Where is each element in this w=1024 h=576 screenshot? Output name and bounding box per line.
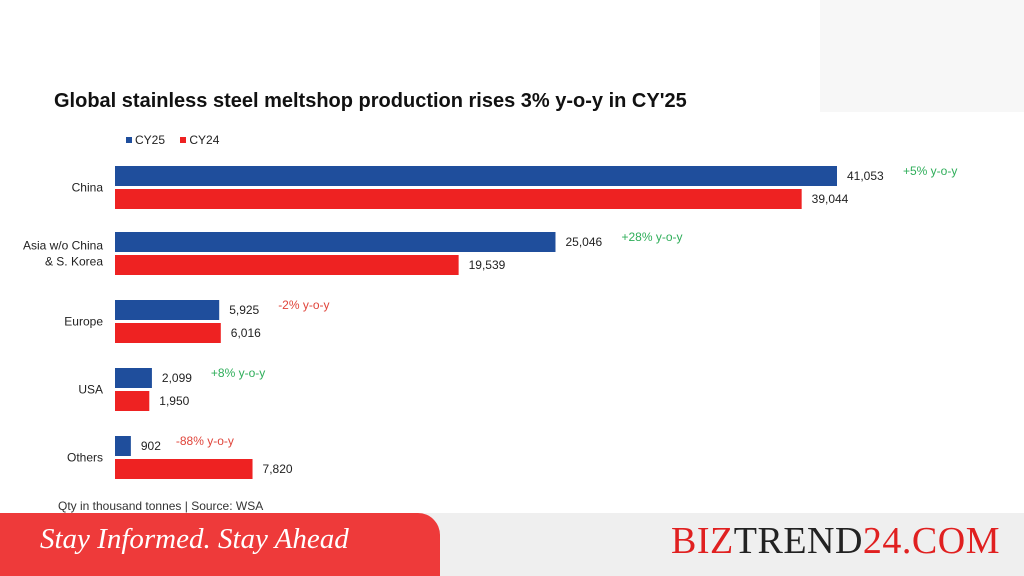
brand-logo[interactable]: BIZTREND24.COM	[671, 519, 1000, 563]
legend-item-cy24: CY24	[180, 133, 219, 147]
bar-cy25	[115, 300, 220, 320]
data-label: 19,539	[469, 258, 506, 272]
data-label: 25,046	[565, 235, 602, 249]
category-label: Europe	[64, 315, 103, 329]
chart-footnote: Qty in thousand tonnes | Source: WSA	[58, 499, 264, 513]
legend-label-cy25: CY25	[135, 133, 166, 147]
brand-part-trend: TREND	[733, 520, 863, 562]
data-label: 902	[141, 439, 161, 453]
data-label: 7,820	[263, 462, 293, 476]
top-right-panel	[820, 0, 1024, 112]
data-label: 39,044	[812, 192, 849, 206]
data-label: 1,950	[159, 394, 189, 408]
bar-cy24	[115, 391, 150, 411]
brand-part-24com: 24.COM	[862, 520, 1000, 562]
bar-cy24	[115, 459, 253, 479]
legend-swatch-cy24	[180, 137, 187, 143]
footer-bar: Stay Informed. Stay Ahead BIZTREND24.COM	[0, 513, 1024, 576]
data-label: 41,053	[847, 169, 884, 183]
bar-chart-plot: China 41,053 +5% y-o-y 39,044 Asia w/o China…	[23, 164, 957, 479]
category-label: Asia w/o China	[23, 239, 103, 253]
tagline-text: Stay Informed. Stay Ahead	[40, 523, 349, 555]
brand-part-biz: BIZ	[671, 520, 734, 562]
bar-cy24	[115, 323, 221, 343]
yoy-annotation: -2% y-o-y	[278, 298, 329, 312]
yoy-annotation: +8% y-o-y	[211, 366, 265, 380]
bar-cy24	[115, 189, 802, 209]
tagline-banner: Stay Informed. Stay Ahead	[0, 513, 440, 576]
bar-cy25	[115, 368, 152, 388]
chart-card: Global stainless steel meltshop producti…	[22, 0, 1024, 513]
data-label: 2,099	[162, 371, 192, 385]
chart-title: Global stainless steel meltshop producti…	[54, 90, 687, 112]
yoy-annotation: -88% y-o-y	[176, 434, 234, 448]
category-label: Others	[67, 451, 103, 465]
chart-legend: CY25 CY24	[126, 132, 231, 147]
category-label: & S. Korea	[45, 255, 103, 269]
bar-cy25	[115, 232, 556, 252]
yoy-annotation: +28% y-o-y	[621, 230, 682, 244]
category-label: China	[72, 181, 104, 195]
bar-cy25	[115, 166, 837, 186]
legend-label-cy24: CY24	[189, 133, 220, 147]
bar-cy24	[115, 255, 459, 275]
data-label: 5,925	[229, 303, 259, 317]
data-label: 6,016	[231, 326, 261, 340]
bar-cy25	[115, 436, 131, 456]
category-label: USA	[78, 383, 103, 397]
legend-swatch-cy25	[126, 137, 132, 143]
legend-item-cy25: CY25	[126, 133, 165, 147]
yoy-annotation: +5% y-o-y	[903, 164, 957, 178]
